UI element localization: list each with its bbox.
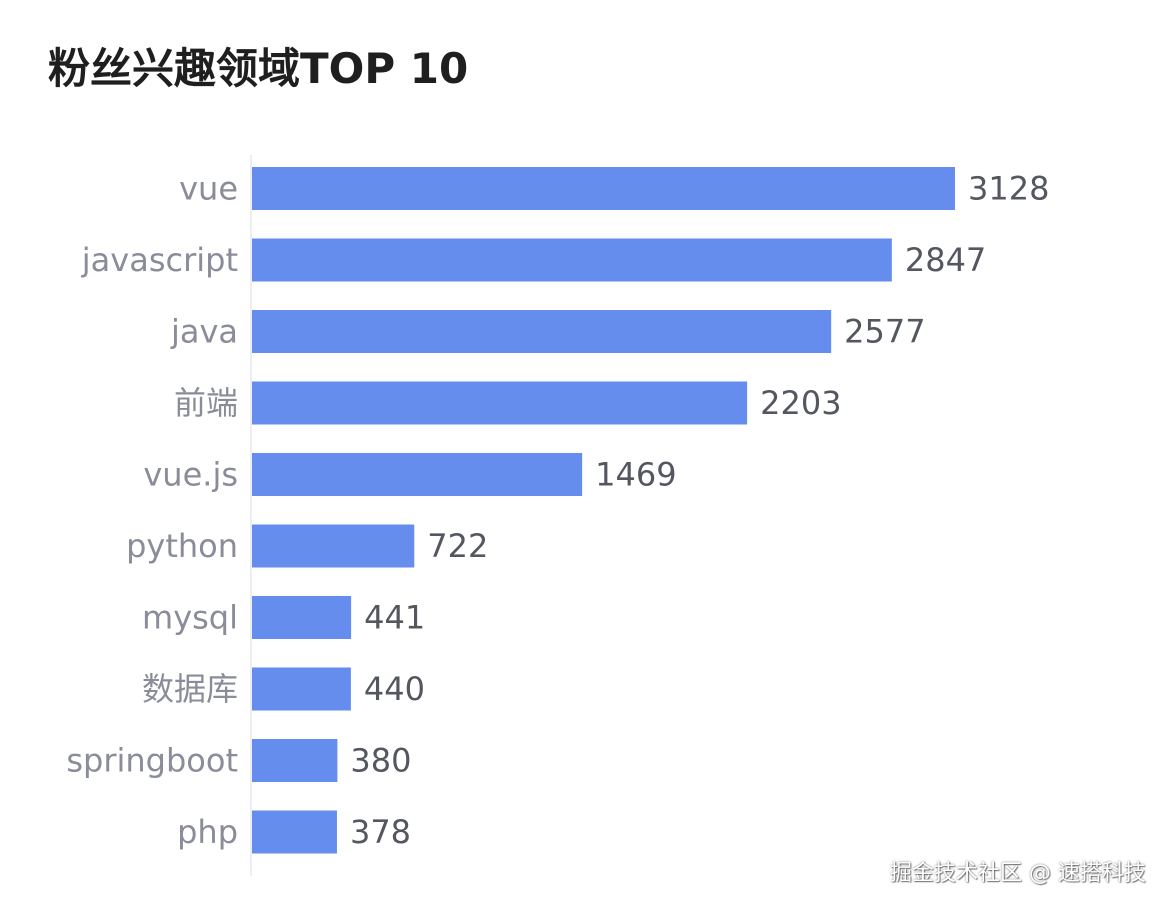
watermark: 掘金技术社区 @ 速搭科技 [890,855,1146,887]
category-label: java [170,313,238,351]
bar[interactable] [252,525,414,568]
value-label: 1469 [595,456,676,494]
bar[interactable] [252,739,337,782]
bar[interactable] [252,811,337,854]
value-label: 378 [350,813,411,851]
value-label: 722 [427,527,488,565]
bar[interactable] [252,167,955,210]
category-label: python [126,527,238,565]
category-label: php [177,813,238,851]
bars-group: vue 3128 javascript 2847 java 2577 前端 2203 vue.j… [66,167,1049,854]
category-label: vue.js [143,456,238,494]
category-label: springboot [66,742,238,780]
bar[interactable] [252,239,892,282]
category-label: mysql [142,599,238,637]
value-label: 441 [364,599,425,637]
category-label: 前端 [174,384,238,422]
bar[interactable] [252,596,351,639]
value-label: 440 [364,670,425,708]
category-label: javascript [81,241,238,279]
bar[interactable] [252,453,582,496]
value-label: 3128 [968,170,1049,208]
bar[interactable] [252,668,351,711]
bar[interactable] [252,310,831,353]
value-label: 2577 [844,313,925,351]
bar[interactable] [252,382,747,425]
value-label: 2203 [760,384,841,422]
value-label: 380 [350,742,411,780]
category-label: 数据库 [142,670,238,708]
category-label: vue [179,170,238,208]
value-label: 2847 [905,241,986,279]
